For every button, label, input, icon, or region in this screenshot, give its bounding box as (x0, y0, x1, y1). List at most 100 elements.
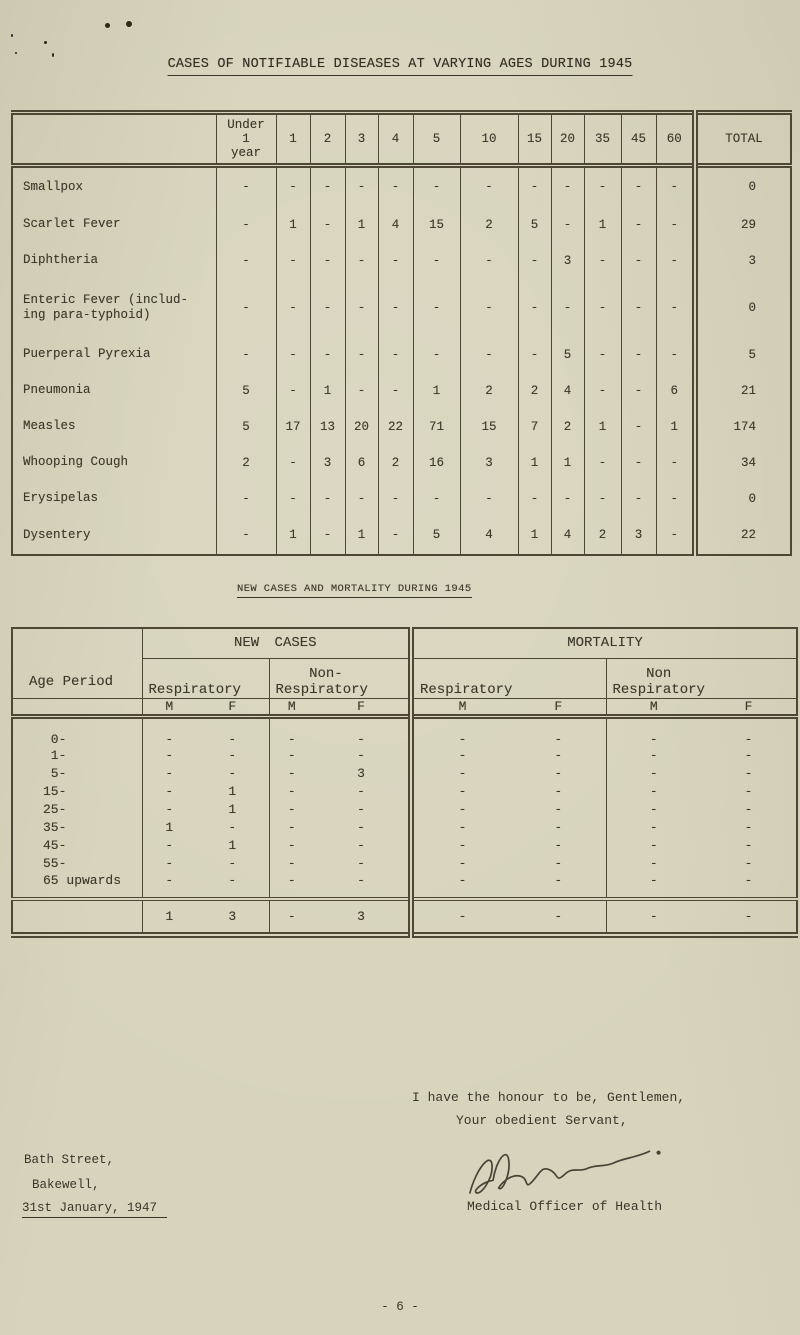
disease-row: Smallpox - - - - - - - - - - - -0 (11, 165, 792, 207)
female-header: F (196, 698, 270, 719)
row-total: 22 (692, 516, 792, 555)
age-period-label: 25- (12, 800, 143, 819)
age-column-header-60: 60 (655, 110, 696, 168)
count-value: - (287, 820, 296, 835)
case-count: 71 (412, 408, 461, 445)
case-count: - (309, 336, 346, 373)
count-value: - (744, 766, 753, 781)
count-value: - (165, 731, 174, 747)
case-count: - (377, 480, 414, 517)
ink-speck (52, 53, 54, 57)
case-count: 5 (412, 516, 461, 555)
address-street: Bath Street, (24, 1153, 115, 1167)
disease-name: Whooping Cough (11, 444, 217, 481)
case-count: - (459, 336, 519, 373)
case-count: - (550, 278, 585, 337)
mortality-respiratory-header: Respiratory (411, 658, 607, 699)
age-column-header-35: 35 (583, 110, 622, 168)
count-value: - (458, 766, 467, 781)
count-value: - (649, 766, 658, 781)
row-total: 0 (692, 165, 792, 207)
case-count: - (344, 372, 379, 409)
disease-name: Pneumonia (11, 372, 217, 409)
case-count: - (309, 516, 346, 555)
case-count: - (412, 165, 461, 207)
case-count: 7 (517, 408, 552, 445)
case-count: - (377, 372, 414, 409)
count-value: - (744, 838, 753, 853)
case-count: - (517, 242, 552, 279)
case-count: - (517, 165, 552, 207)
case-count: 1 (275, 206, 311, 243)
count-value: - (649, 872, 658, 888)
disease-name: Smallpox (11, 165, 217, 207)
count-value: - (744, 820, 753, 835)
count-value: - (458, 731, 467, 747)
signature-path (469, 1150, 651, 1194)
count-value: - (458, 838, 467, 853)
disease-row: Measles 5 17 13 20 22 71 15 7 2 1-1 174 (11, 408, 792, 445)
case-count: - (275, 278, 311, 337)
new-cases-header: NEW CASES (142, 628, 414, 659)
case-count: - (583, 336, 622, 373)
case-count: - (377, 336, 414, 373)
count-value: - (744, 731, 753, 747)
case-count: 1 (517, 444, 552, 481)
age-column-header-10: 10 (459, 110, 519, 168)
row-total: 0 (692, 278, 792, 337)
disease-row: Scarlet Fever -1-1 4 15 2 5-1- -29 (11, 206, 792, 243)
case-count: - (620, 336, 657, 373)
case-count: - (309, 480, 346, 517)
section-heading: NEW CASES AND MORTALITY DURING 1945 (237, 583, 472, 598)
case-count: - (344, 278, 379, 337)
case-count: - (215, 206, 277, 243)
row-total: 3 (692, 242, 792, 279)
row-total: 0 (692, 480, 792, 517)
case-count: 22 (377, 408, 414, 445)
disease-row: Pneumonia 5-1- -1 2 2 4- -6 21 (11, 372, 792, 409)
disease-row: Whooping Cough 2-3 6 2 16 3 1 1- - -34 (11, 444, 792, 481)
ages-table-body: Smallpox - - - - - - - - - - - -0 Scarlet Fever -1-1 4 1… (11, 165, 792, 555)
servant-line: Your obedient Servant, (456, 1113, 628, 1128)
case-count: - (215, 480, 277, 517)
case-count: - (459, 480, 519, 517)
case-count: - (344, 480, 379, 517)
ink-speck (15, 52, 17, 54)
case-count: 17 (275, 408, 311, 445)
case-count: - (583, 165, 622, 207)
disease-name: Diphtheria (11, 242, 217, 279)
count-value: 1 (196, 782, 270, 801)
count-value: - (287, 872, 296, 888)
count-value: - (196, 872, 270, 899)
count-value: - (511, 854, 607, 873)
case-count: - (459, 165, 519, 207)
totals-spacer (12, 896, 143, 935)
count-value: - (287, 802, 296, 817)
count-value: - (458, 820, 467, 835)
count-value: - (649, 856, 658, 871)
case-count: - (583, 278, 622, 337)
case-count: - (583, 372, 622, 409)
count-value: - (744, 802, 753, 817)
age-period-label: 1- (12, 746, 143, 765)
case-count: 3 (459, 444, 519, 481)
age-period-row: 45- - 1 - - - - - - (12, 836, 797, 855)
case-count: - (344, 165, 379, 207)
count-value: - (196, 716, 270, 747)
case-count: 6 (655, 372, 696, 409)
count-value: - (511, 782, 607, 801)
total-count: 3 (314, 896, 414, 935)
disease-name: Enteric Fever (includ- ing para-typhoid) (11, 278, 217, 337)
case-count: 2 (215, 444, 277, 481)
male-header: M (411, 698, 511, 719)
age-column-header-4: 4 (377, 110, 414, 168)
cm-table-header: Age Period NEW CASES MORTALITY Respirato… (12, 628, 797, 719)
ink-speck (11, 34, 13, 37)
count-value: - (744, 784, 753, 799)
count-value: 1 (165, 820, 174, 835)
report-date: 31st January, 1947 (22, 1201, 168, 1218)
ages-table: Under 1 year 1 2 3 4 5 10 15 20 35 45 60… (11, 110, 792, 556)
case-count: - (550, 206, 585, 243)
count-value: - (287, 856, 296, 871)
address-town: Bakewell, (32, 1178, 100, 1192)
